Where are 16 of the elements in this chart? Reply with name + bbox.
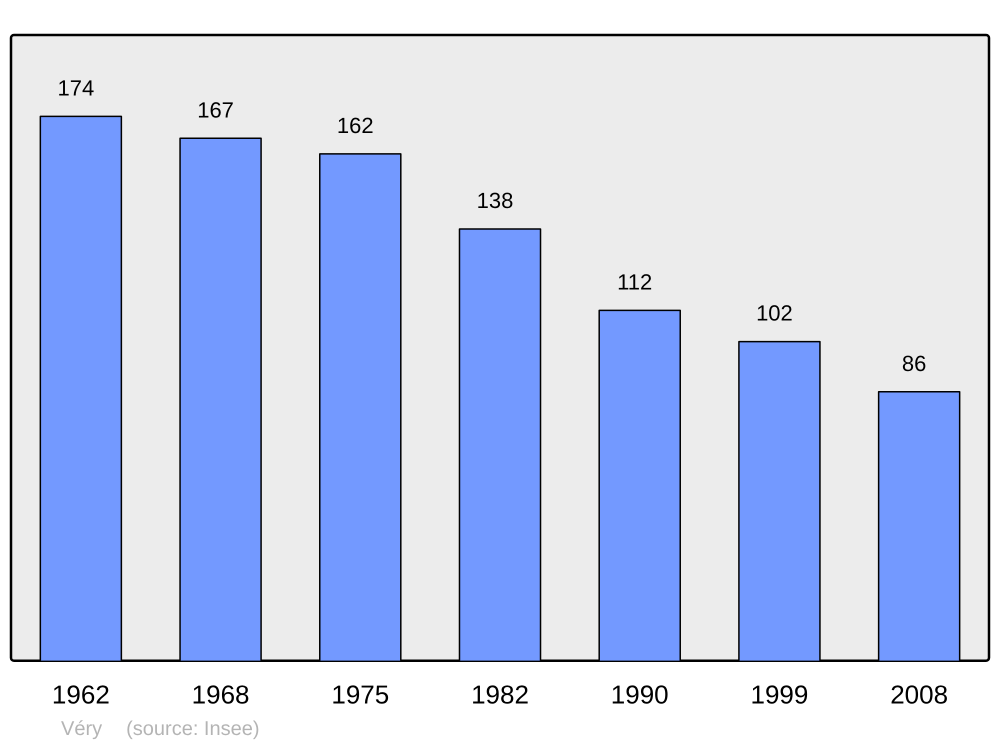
x-tick-label: 1975 <box>331 680 390 710</box>
data-label: 102 <box>756 300 793 326</box>
x-tick-label: 1962 <box>52 680 110 710</box>
data-label: 112 <box>617 269 652 294</box>
data-label: 86 <box>902 350 926 376</box>
x-tick-label: 1990 <box>610 680 669 710</box>
data-label: 138 <box>476 188 514 214</box>
x-tick-label: 1982 <box>471 680 529 710</box>
text: Véry <box>61 718 102 740</box>
text: (source: Insee) <box>126 718 260 740</box>
x-tick-label: 1968 <box>192 680 250 710</box>
data-label: 162 <box>336 112 374 138</box>
data-label: 167 <box>197 97 234 122</box>
x-tick-label: 1999 <box>750 680 808 710</box>
data-label: 174 <box>58 75 94 100</box>
x-tick-label: 2008 <box>890 680 948 710</box>
